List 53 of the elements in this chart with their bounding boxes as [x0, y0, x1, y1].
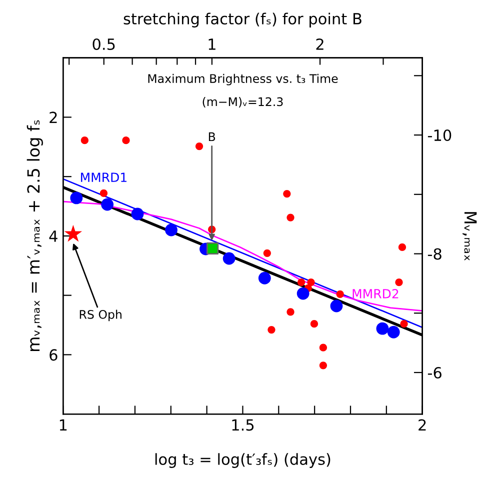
y-axis-title: mᵥ,ₘₐₓ = m′ᵥ,ₘₐₓ + 2.5 log fₛ	[26, 120, 43, 351]
x-axis-title: log t₃ = log(t′₃fₛ) (days)	[155, 453, 330, 468]
point	[395, 278, 403, 286]
x2-axis-title: stretching factor (fₛ) for point B	[124, 12, 362, 28]
y2-tick-label: -8	[428, 248, 442, 260]
y-tick-label: 4	[49, 230, 58, 242]
x2-tick-label: 1	[208, 38, 216, 50]
point	[101, 198, 114, 211]
line-series	[63, 200, 422, 312]
point	[131, 208, 144, 220]
point	[165, 224, 178, 236]
point	[310, 320, 318, 328]
point	[307, 278, 315, 286]
point	[100, 189, 108, 198]
x-tick-label: 1	[60, 419, 67, 431]
point	[376, 322, 389, 335]
point	[297, 278, 306, 286]
point	[263, 249, 271, 257]
point	[195, 142, 204, 150]
point	[222, 252, 236, 265]
point	[122, 136, 130, 144]
point	[387, 326, 400, 338]
point	[330, 300, 343, 312]
y2-tick-label: -10	[428, 129, 452, 142]
point	[286, 308, 294, 316]
point	[400, 320, 408, 328]
y-tick-label: 2	[50, 112, 57, 124]
y-tick-label: 6	[50, 349, 58, 361]
annotation: B	[208, 132, 216, 142]
point	[80, 136, 88, 144]
x-tick-label: 2	[418, 419, 426, 431]
x2-tick-label: 2	[316, 38, 324, 50]
series-label: MMRD2	[352, 289, 398, 298]
point	[336, 290, 344, 298]
point	[283, 190, 291, 198]
y2-tick-label: -6	[428, 366, 442, 379]
annotation: RS Oph	[80, 310, 122, 322]
point	[70, 192, 83, 204]
point	[296, 287, 310, 300]
point	[286, 214, 294, 222]
x-tick-label: 1.5	[232, 419, 254, 431]
point	[64, 224, 82, 242]
x2-tick-label: 0.5	[92, 38, 115, 50]
point	[319, 344, 327, 352]
series-label: MMRD1	[81, 172, 126, 182]
y2-axis-title: Mᵥ,ₘₐₓ	[462, 212, 477, 261]
point	[268, 326, 276, 334]
point	[398, 243, 406, 252]
point	[319, 362, 327, 370]
point	[258, 272, 271, 284]
text: (m−M)ᵥ=12.3	[202, 97, 283, 108]
text: Maximum Brightness vs. t₃ Time	[148, 74, 338, 86]
point	[206, 242, 219, 254]
